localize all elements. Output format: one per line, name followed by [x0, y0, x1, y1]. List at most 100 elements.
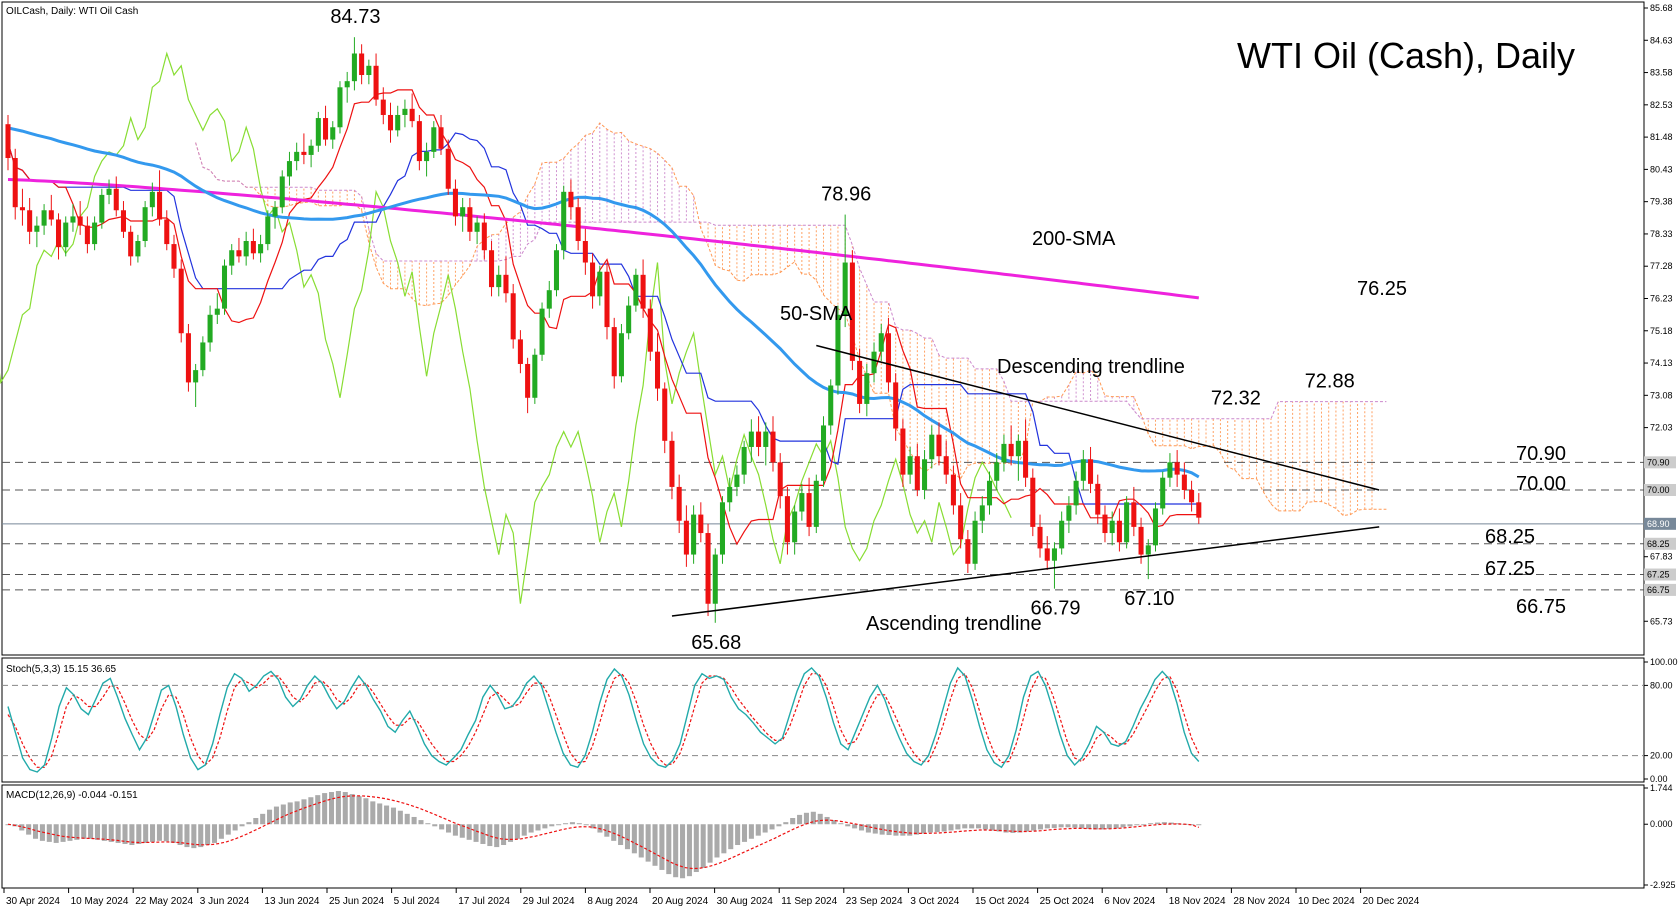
macd-bar — [425, 823, 431, 825]
macd-bar — [156, 824, 162, 841]
candle-body — [1073, 480, 1079, 506]
candle-body — [691, 514, 697, 555]
candle-body — [128, 231, 134, 257]
macd-bar — [108, 824, 114, 842]
macd-bar — [755, 824, 761, 836]
candle-body — [871, 351, 877, 374]
y-tick-label: 65.73 — [1650, 616, 1673, 626]
macd-bar — [170, 824, 176, 843]
candle-body — [272, 207, 278, 217]
candle-body — [92, 222, 98, 245]
candle-body — [885, 333, 891, 383]
candle-body — [387, 114, 394, 131]
macd-bar — [693, 824, 699, 873]
macd-bar — [273, 806, 279, 825]
macd-bar — [163, 824, 169, 842]
macd-bar — [893, 824, 899, 836]
level-badge — [1644, 456, 1676, 469]
candle-body — [1138, 526, 1144, 555]
macd-bar — [549, 824, 555, 827]
candle-body — [489, 250, 495, 288]
macd-bar — [886, 824, 892, 836]
macd-bar — [1058, 824, 1064, 828]
macd-bar — [1017, 824, 1023, 833]
candle-body — [662, 388, 668, 441]
candle-body — [582, 241, 588, 263]
macd-bar — [927, 824, 933, 833]
price-annotation: 66.79 — [1030, 598, 1080, 620]
candle-body — [1044, 548, 1050, 561]
x-tick-label: 3 Oct 2024 — [910, 896, 959, 907]
candle-body — [1174, 462, 1180, 475]
level-badge-label: 68.25 — [1647, 539, 1670, 549]
candle-body — [590, 262, 596, 297]
candle-body — [84, 225, 90, 245]
macd-bar — [136, 824, 142, 844]
candle-body — [70, 216, 76, 223]
macd-bar — [714, 824, 720, 858]
candle-body — [1066, 505, 1072, 521]
y-tick-label: 82.53 — [1650, 100, 1673, 110]
candle-body — [1102, 514, 1108, 534]
macd-bar — [797, 814, 803, 825]
candle-body — [503, 274, 509, 294]
candle-body — [229, 250, 235, 266]
candle-body — [265, 216, 271, 245]
candle-body — [19, 207, 25, 211]
macd-bar — [487, 824, 493, 847]
candle-body — [438, 127, 444, 149]
stochastic-panel: 100.00 80.00 20.00 0.00 — [2, 657, 1678, 784]
candle-body — [200, 342, 206, 371]
senkou-span-b — [195, 142, 1387, 420]
macd-bar — [845, 824, 851, 827]
candle-body — [409, 108, 415, 122]
macd-bar — [976, 824, 982, 829]
macd-bar — [907, 824, 913, 836]
candle-body — [113, 188, 119, 211]
candle-body — [236, 250, 242, 257]
label-200-sma: 200-SMA — [1032, 228, 1116, 250]
candle-body — [676, 486, 682, 521]
candle-body — [481, 222, 487, 251]
candle-body — [323, 118, 329, 140]
candle-body — [553, 250, 560, 291]
candle-body — [611, 327, 617, 377]
candle-body — [719, 502, 726, 555]
macd-bar — [1154, 822, 1161, 825]
macd-bar — [342, 792, 348, 825]
macd-bar — [810, 811, 816, 825]
macd-bar — [1134, 824, 1140, 826]
macd-bar — [1189, 824, 1195, 826]
macd-bar — [1037, 824, 1044, 830]
y-tick-label: 72.03 — [1650, 423, 1673, 433]
candle-body — [27, 210, 33, 232]
stoch-y-tick-label: 80.00 — [1650, 680, 1673, 690]
candle-body — [359, 53, 365, 76]
candle-body — [207, 314, 213, 343]
macd-bar — [384, 805, 390, 825]
trendline — [816, 344, 1380, 491]
macd-bar — [301, 799, 307, 825]
x-tick-label: 22 May 2024 — [135, 896, 193, 907]
candle-body — [1015, 440, 1021, 457]
candle-body — [1088, 459, 1094, 484]
macd-bar — [521, 824, 527, 836]
candle-body — [337, 87, 343, 128]
macd-bar — [404, 813, 410, 825]
y-tick-label: 79.38 — [1650, 197, 1673, 207]
macd-bar — [356, 796, 362, 825]
x-axis-dates: 30 Apr 2024 10 May 2024 22 May 2024 3 Jun 2… — [3, 888, 1420, 907]
candle-body — [373, 65, 379, 100]
macd-bar — [528, 824, 534, 833]
candle-body — [994, 462, 1000, 481]
candle-body — [48, 210, 54, 220]
candle-body — [315, 118, 321, 146]
candle-body — [828, 385, 834, 426]
candle-body — [1109, 520, 1115, 534]
right-label-68-25: 68.25 — [1485, 526, 1535, 548]
macd-bar — [1099, 824, 1105, 830]
macd-bar — [790, 817, 796, 825]
macd-bar — [445, 824, 452, 833]
macd-bar — [335, 790, 341, 825]
